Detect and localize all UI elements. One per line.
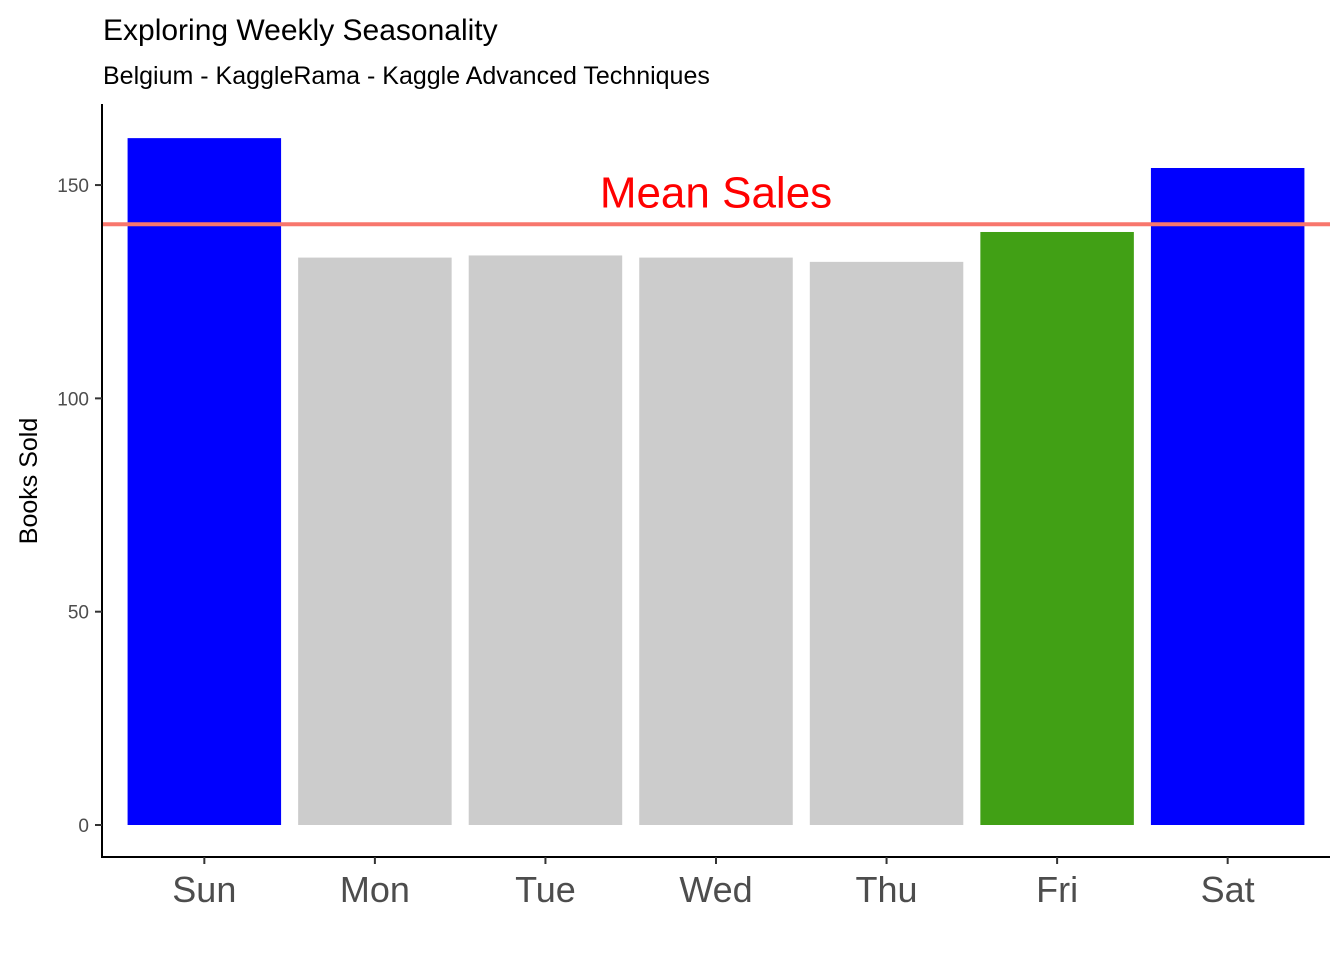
bar-mon xyxy=(298,257,452,826)
y-tick-label: 50 xyxy=(68,603,89,624)
y-tick-label: 150 xyxy=(57,176,89,197)
bar-wed xyxy=(639,257,793,826)
x-tick-label-fri: Fri xyxy=(1036,869,1078,910)
x-tick-label-sat: Sat xyxy=(1201,869,1255,910)
x-tick-label-tue: Tue xyxy=(515,869,576,910)
bar-sat xyxy=(1150,167,1305,826)
x-tick-label-thu: Thu xyxy=(856,869,918,910)
bar-sun xyxy=(127,138,282,826)
chart-title: Exploring Weekly Seasonality xyxy=(103,14,498,47)
mean-sales-label: Mean Sales xyxy=(600,168,832,217)
y-tick-label: 100 xyxy=(57,389,89,410)
y-tick-label: 0 xyxy=(78,816,89,837)
bar-fri xyxy=(980,231,1134,826)
chart-subtitle: Belgium - KaggleRama - Kaggle Advanced T… xyxy=(103,62,710,90)
x-tick-label-sun: Sun xyxy=(172,869,236,910)
bars-group xyxy=(127,138,1305,826)
y-axis-label: Books Sold xyxy=(15,418,43,544)
x-tick-label-wed: Wed xyxy=(679,869,752,910)
x-ticks-group: Sun Mon Tue Wed Thu Fri Sat xyxy=(172,857,1255,910)
bar-thu xyxy=(809,261,964,826)
x-tick-label-mon: Mon xyxy=(340,869,410,910)
bar-tue xyxy=(468,255,623,826)
y-ticks-group: 0 50 100 150 xyxy=(57,176,102,837)
